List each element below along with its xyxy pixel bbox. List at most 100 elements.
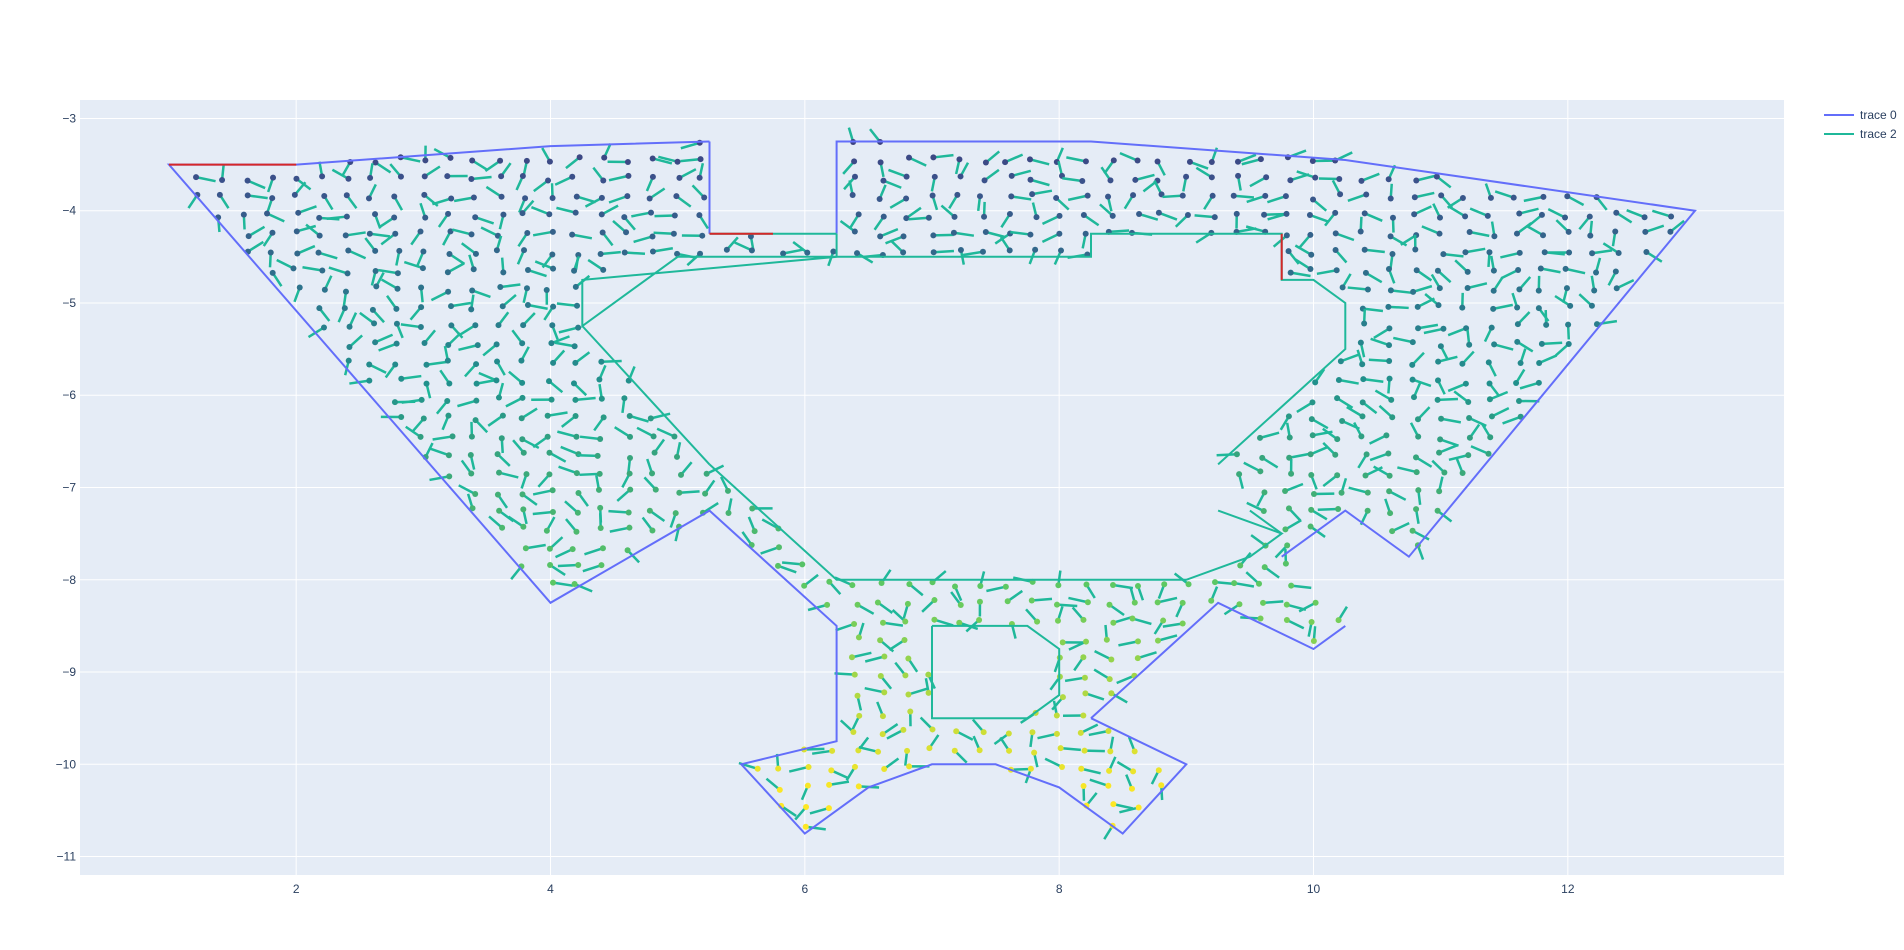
quiver-point: [1339, 418, 1346, 425]
quiver-point: [851, 228, 858, 235]
quiver-point: [1415, 433, 1422, 440]
quiver-point: [976, 747, 983, 754]
quiver-point: [1080, 712, 1087, 719]
quiver-arrow: [1294, 244, 1312, 256]
quiver-point: [498, 435, 505, 442]
quiver-point: [544, 433, 551, 440]
quiver-arrow: [1246, 501, 1265, 513]
quiver-point: [1282, 193, 1289, 200]
quiver-arrow: [1364, 212, 1383, 222]
legend-label[interactable]: trace 0: [1860, 108, 1897, 122]
quiver-point: [851, 620, 858, 627]
quiver-point: [1307, 231, 1314, 238]
quiver-point: [421, 339, 428, 346]
quiver-arrow: [985, 230, 1006, 239]
quiver-point: [1436, 285, 1443, 292]
quiver-point: [649, 173, 656, 180]
quiver-arrow: [1088, 729, 1109, 737]
quiver-arrow: [556, 302, 578, 308]
quiver-point: [854, 601, 861, 608]
quiver-point: [1106, 601, 1113, 608]
quiver-point: [855, 211, 862, 218]
quiver-arrow: [1373, 327, 1391, 339]
quiver-arrow: [471, 159, 489, 172]
quiver-point: [398, 414, 405, 421]
quiver-arrow: [652, 247, 674, 253]
quiver-point: [396, 247, 403, 254]
quiver-point: [598, 194, 605, 201]
quiver-point: [1105, 193, 1112, 200]
quiver-point: [1082, 638, 1089, 645]
quiver-point: [1593, 321, 1600, 328]
quiver-point: [1233, 210, 1240, 217]
legend-label[interactable]: trace 2: [1860, 127, 1897, 141]
quiver-point: [1466, 414, 1473, 421]
quiver-point: [1411, 211, 1418, 218]
quiver-point: [1179, 599, 1186, 606]
quiver-point: [523, 157, 530, 164]
quiver-arrow: [556, 206, 576, 214]
quiver-point: [1485, 450, 1492, 457]
quiver-point: [1236, 471, 1243, 478]
quiver-point: [1466, 434, 1473, 441]
quiver-arrow: [1644, 224, 1665, 234]
quiver-point: [1136, 211, 1143, 218]
quiver-point: [445, 452, 452, 459]
quiver-point: [799, 561, 806, 568]
quiver-arrow: [1448, 453, 1469, 462]
quiver-point: [496, 507, 503, 514]
quiver-point: [1437, 343, 1444, 350]
quiver-point: [1129, 615, 1136, 622]
quiver-point: [392, 361, 399, 368]
quiver-point: [1388, 396, 1395, 403]
quiver-point: [1386, 472, 1393, 479]
quiver-arrow: [248, 225, 266, 238]
quiver-point: [1363, 451, 1370, 458]
quiver-arrow: [1290, 271, 1311, 278]
quiver-point: [547, 562, 554, 569]
quiver-point: [372, 211, 379, 218]
quiver-point: [1386, 342, 1393, 349]
quiver-point: [925, 671, 932, 678]
quiver-point: [1535, 379, 1542, 386]
quiver-arrow: [1066, 156, 1087, 163]
quiver-point: [1183, 173, 1190, 180]
quiver-arrow: [474, 216, 495, 225]
quiver-point: [1465, 399, 1472, 406]
quiver-point: [1154, 637, 1161, 644]
quiver-arrow: [804, 747, 825, 751]
quiver-point: [1386, 325, 1393, 332]
quiver-point: [598, 211, 605, 218]
legend[interactable]: trace 0 trace 2: [1824, 108, 1897, 141]
quiver-point: [1490, 287, 1497, 294]
quiver-point: [445, 210, 452, 217]
quiver-point: [472, 417, 479, 424]
quiver-arrow: [608, 174, 629, 182]
quiver-point: [600, 266, 607, 273]
quiver-arrow: [1004, 153, 1024, 164]
quiver-point: [518, 357, 525, 364]
quiver-arrow: [498, 471, 519, 479]
quiver-point: [1134, 638, 1141, 645]
quiver-point: [444, 269, 451, 276]
quiver-point: [600, 177, 607, 184]
quiver-arrow: [1470, 445, 1490, 455]
quiver-arrow: [1347, 193, 1367, 202]
quiver-point: [1053, 601, 1060, 608]
quiver-point: [1490, 267, 1497, 274]
quiver-point: [804, 782, 811, 789]
quiver-arrow: [1369, 452, 1389, 462]
quiver-point: [1667, 228, 1674, 235]
quiver-point: [878, 580, 885, 587]
quiver-point: [1514, 304, 1521, 311]
quiver-point: [1543, 321, 1550, 328]
quiver-arrow: [1261, 456, 1279, 469]
quiver-point: [1312, 599, 1319, 606]
quiver-arrow: [429, 475, 450, 482]
quiver-point: [1259, 454, 1266, 461]
quiver-point: [1179, 620, 1186, 627]
quiver-point: [1130, 768, 1137, 775]
quiver-point: [1288, 582, 1295, 589]
quiver-point: [468, 175, 475, 182]
quiver-point: [627, 433, 634, 440]
